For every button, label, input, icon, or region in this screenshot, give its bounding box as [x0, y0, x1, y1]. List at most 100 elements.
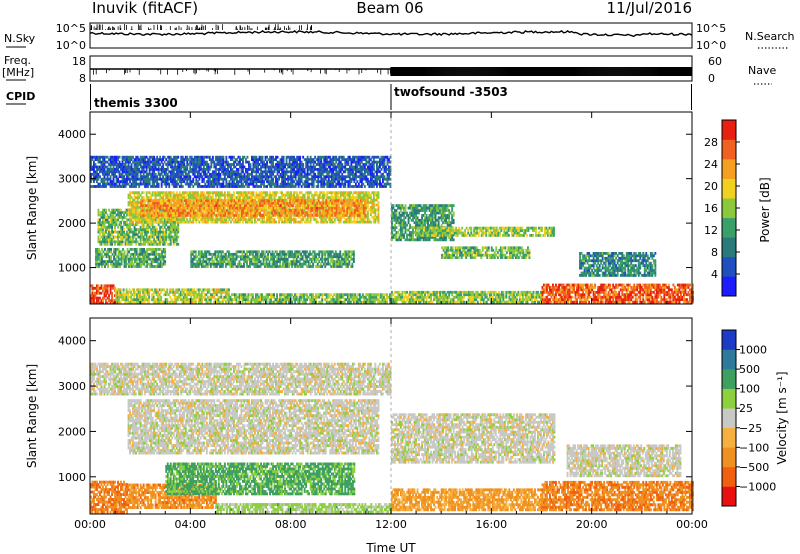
heatmap-cell [239, 196, 241, 199]
heatmap-cell [220, 210, 223, 214]
heatmap-cell [172, 300, 175, 304]
heatmap-cell [123, 211, 125, 214]
heatmap-cell [482, 290, 485, 294]
heatmap-cell [631, 295, 634, 299]
heatmap-cell [154, 240, 157, 244]
heatmap-cell [228, 215, 231, 219]
heatmap-cell [124, 235, 127, 239]
heatmap-cell [562, 295, 565, 299]
heatmap-cell [163, 225, 166, 229]
heatmap-cell [133, 223, 136, 227]
heatmap-cell [260, 191, 262, 195]
heatmap-cell [692, 290, 694, 294]
heatmap-cell [500, 295, 503, 299]
heatmap-cell [434, 293, 437, 297]
heatmap-cell [619, 283, 622, 287]
heatmap-cell [598, 293, 601, 297]
heatmap-cell [484, 295, 487, 299]
heatmap-cell [203, 298, 206, 301]
heatmap-cell [162, 240, 165, 244]
heatmap-cell [166, 288, 169, 292]
heatmap-cell [683, 298, 685, 301]
heatmap-cell [250, 293, 253, 297]
heatmap-cell [518, 293, 521, 297]
heatmap-cell [366, 220, 369, 224]
heatmap-cell [139, 220, 142, 224]
heatmap-cell [111, 228, 113, 231]
heatmap-cell [181, 290, 184, 294]
heatmap-cell [210, 203, 213, 207]
heatmap-cell [139, 233, 142, 236]
heatmap-cell [580, 293, 583, 297]
heatmap-cell [186, 218, 189, 221]
heatmap-cell [160, 298, 163, 301]
heatmap-cell [132, 223, 134, 227]
heatmap-cell [348, 208, 351, 212]
heatmap-cell [254, 196, 256, 199]
heatmap-cell [255, 298, 257, 301]
heatmap-cell [111, 299, 113, 302]
heatmap-cell [247, 293, 250, 297]
heatmap-cell [295, 298, 298, 301]
heatmap-cell [109, 240, 112, 244]
heatmap-cell [198, 210, 201, 214]
heatmap-cell [121, 233, 124, 236]
heatmap-cell [102, 296, 104, 300]
heatmap-cell [290, 220, 293, 224]
heatmap-cell [651, 295, 654, 299]
heatmap-cell [124, 240, 127, 244]
heatmap-cell [157, 235, 160, 239]
heatmap-cell [397, 290, 399, 294]
heatmap-cell [586, 298, 589, 301]
heatmap-cell [255, 300, 257, 304]
heatmap-cell [160, 225, 163, 229]
heatmap-cell [348, 218, 351, 221]
heatmap-cell [248, 198, 250, 202]
heatmap-cell [547, 286, 550, 289]
heatmap-cell [384, 293, 387, 297]
heatmap-cell [345, 293, 348, 297]
heatmap-cell [576, 300, 578, 304]
heatmap-cell [190, 290, 193, 294]
heatmap-cell [324, 218, 327, 221]
heatmap-cell [242, 213, 244, 217]
heatmap-cell [148, 223, 151, 227]
heatmap-cell [594, 290, 597, 294]
heatmap-cell [645, 290, 648, 294]
heatmap-cell [211, 196, 214, 199]
heatmap-cell [293, 220, 296, 224]
heatmap-cell [615, 290, 618, 294]
heatmap-cell [189, 193, 192, 197]
heatmap-cell [303, 193, 306, 197]
heatmap-cell [93, 291, 95, 295]
heatmap-cell [609, 288, 612, 292]
heatmap-cell [315, 298, 318, 301]
heatmap-cell [192, 191, 195, 195]
heatmap-cell [108, 228, 110, 231]
heatmap-cell [152, 209, 155, 212]
heatmap-cell [433, 290, 435, 294]
heatmap-cell [541, 298, 544, 301]
heatmap-cell [246, 298, 248, 301]
heatmap-cell [223, 196, 226, 199]
heatmap-cell [595, 300, 598, 304]
heatmap-cell [152, 300, 155, 304]
heatmap-cell [233, 191, 235, 195]
heatmap-cell [689, 300, 691, 304]
heatmap-cell [127, 223, 130, 227]
heatmap-cell [368, 201, 371, 204]
heatmap-cell [443, 295, 446, 299]
heatmap-cell [109, 220, 112, 224]
heatmap-cell [353, 196, 356, 199]
heatmap-cell [661, 290, 664, 294]
heatmap-cell [424, 300, 426, 304]
heatmap-cell [117, 238, 119, 241]
heatmap-cell [226, 288, 229, 292]
heatmap-cell [610, 300, 613, 304]
heatmap-cell [369, 196, 372, 199]
heatmap-cell [342, 300, 345, 304]
heatmap-cell [167, 300, 170, 304]
heatmap-cell [336, 300, 339, 304]
heatmap-cell [473, 300, 476, 304]
heatmap-cell [295, 293, 298, 297]
